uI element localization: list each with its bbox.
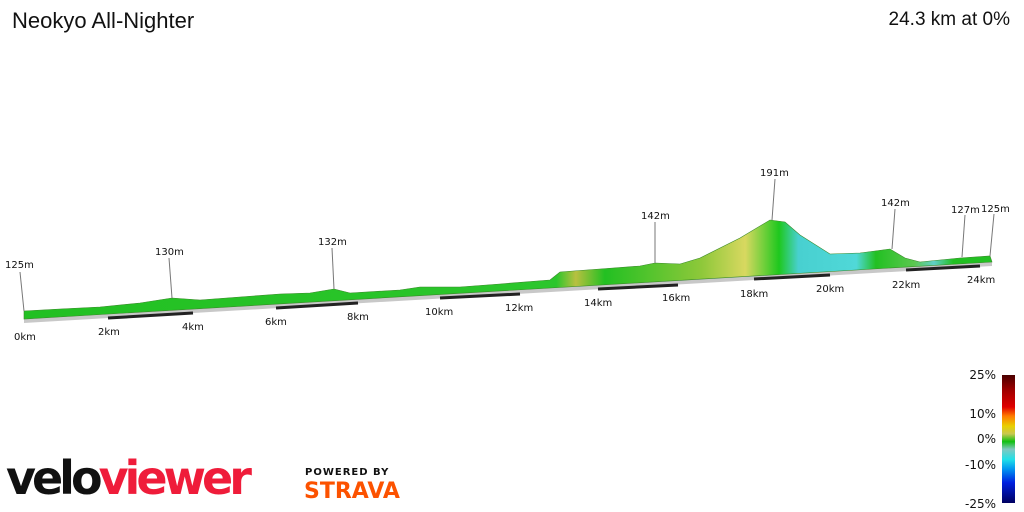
legend-tick: 25% xyxy=(969,368,996,382)
elevation-label: 125m xyxy=(981,204,1010,215)
km-bars xyxy=(107,264,981,320)
elevation-label: 125m xyxy=(5,260,34,271)
legend-tick: -10% xyxy=(964,458,996,472)
profile-base xyxy=(24,262,992,323)
x-tick-label: 12km xyxy=(505,303,533,314)
x-tick-label: 22km xyxy=(892,280,920,291)
elevation-label: 132m xyxy=(318,237,347,248)
strava-logo: STRAVA xyxy=(304,479,400,504)
elevation-label: 142m xyxy=(641,211,670,222)
x-tick-label: 8km xyxy=(347,312,369,323)
x-tick-label: 18km xyxy=(740,289,768,300)
x-tick-label: 14km xyxy=(584,298,612,309)
elevation-label: 127m xyxy=(951,205,980,216)
peak-leaders xyxy=(19,178,995,312)
x-tick-label: 2km xyxy=(98,327,120,338)
legend-tick: 0% xyxy=(976,432,996,446)
legend-tick: -25% xyxy=(964,497,996,511)
elevation-area xyxy=(23,219,993,320)
x-tick-label: 10km xyxy=(425,307,453,318)
logo-velo: velo xyxy=(6,451,103,505)
gradient-legend-bar xyxy=(1002,375,1015,503)
powered-by-label: POWERED BY xyxy=(305,467,390,478)
route-title: Neokyo All-Nighter xyxy=(12,8,195,33)
elevation-label: 142m xyxy=(881,198,910,209)
legend-tick: 10% xyxy=(969,407,996,421)
elevation-label: 191m xyxy=(760,168,789,179)
veloviewer-logo: veloviewer xyxy=(6,451,252,505)
route-summary: 24.3 km at 0% xyxy=(888,9,1010,30)
x-tick-label: 16km xyxy=(662,293,690,304)
x-tick-label: 0km xyxy=(14,332,36,343)
x-tick-label: 24km xyxy=(967,275,995,286)
x-tick-label: 20km xyxy=(816,284,844,295)
elevation-label: 130m xyxy=(155,247,184,258)
x-tick-label: 4km xyxy=(182,322,204,333)
logo-viewer: viewer xyxy=(98,451,252,505)
x-tick-label: 6km xyxy=(265,317,287,328)
